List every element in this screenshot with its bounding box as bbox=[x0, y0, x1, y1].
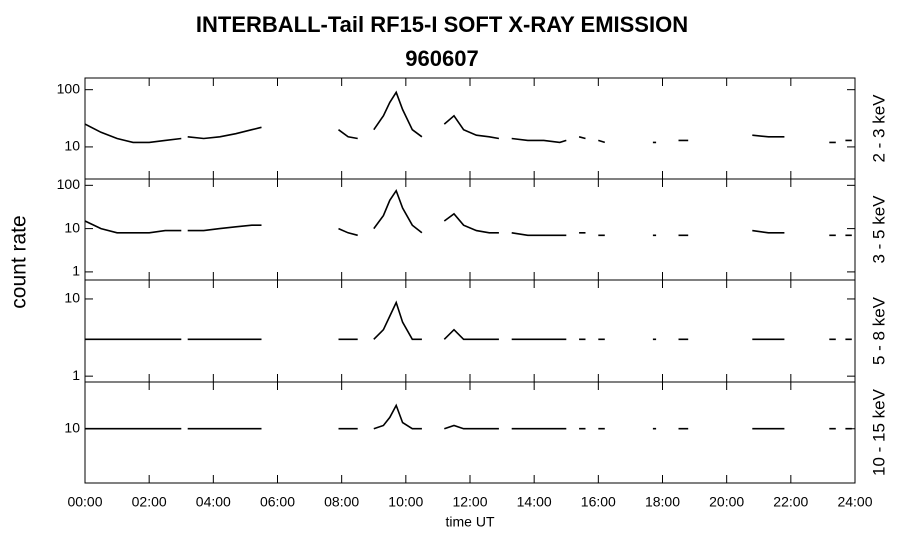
x-tick-label: 18:00 bbox=[645, 494, 680, 510]
y-axis-label: count rate bbox=[8, 215, 31, 308]
series-line bbox=[85, 300, 852, 341]
series-line bbox=[84, 90, 852, 144]
panel-label: 5 - 8 keV bbox=[869, 296, 888, 365]
panel-label: 2 - 3 keV bbox=[869, 94, 888, 163]
y-tick-label: 10 bbox=[64, 219, 80, 235]
series-line bbox=[85, 403, 852, 430]
plot-frame bbox=[84, 279, 856, 383]
chart-title: INTERBALL-Tail RF15-I SOFT X-RAY EMISSIO… bbox=[196, 12, 688, 37]
y-tick-label: 100 bbox=[57, 80, 81, 96]
series-line bbox=[84, 188, 852, 237]
plot-frame bbox=[84, 178, 856, 281]
x-tick-label: 22:00 bbox=[773, 494, 808, 510]
x-tick-label: 24:00 bbox=[837, 494, 872, 510]
chart-subtitle: 960607 bbox=[405, 46, 478, 71]
x-axis-label: time UT bbox=[446, 514, 495, 530]
plot-frame bbox=[84, 381, 856, 484]
x-tick-label: 08:00 bbox=[324, 494, 359, 510]
x-tick-label: 12:00 bbox=[452, 494, 487, 510]
plot-frame bbox=[84, 77, 856, 180]
x-tick-label: 00:00 bbox=[67, 494, 102, 510]
x-tick-label: 20:00 bbox=[709, 494, 744, 510]
y-tick-label: 10 bbox=[64, 138, 80, 154]
x-tick-label: 04:00 bbox=[196, 494, 231, 510]
x-tick-label: 06:00 bbox=[260, 494, 295, 510]
y-tick-label: 100 bbox=[57, 176, 81, 192]
y-tick-label: 1 bbox=[72, 367, 80, 383]
y-tick-label: 10 bbox=[64, 419, 80, 435]
y-tick-label: 1 bbox=[72, 263, 80, 279]
panel-label: 3 - 5 keV bbox=[869, 195, 888, 264]
y-tick-label: 10 bbox=[64, 290, 80, 306]
x-tick-label: 16:00 bbox=[581, 494, 616, 510]
x-tick-label: 14:00 bbox=[517, 494, 552, 510]
panel-label: 10 - 15 keV bbox=[869, 388, 888, 476]
x-tick-label: 10:00 bbox=[388, 494, 423, 510]
x-tick-label: 02:00 bbox=[132, 494, 167, 510]
